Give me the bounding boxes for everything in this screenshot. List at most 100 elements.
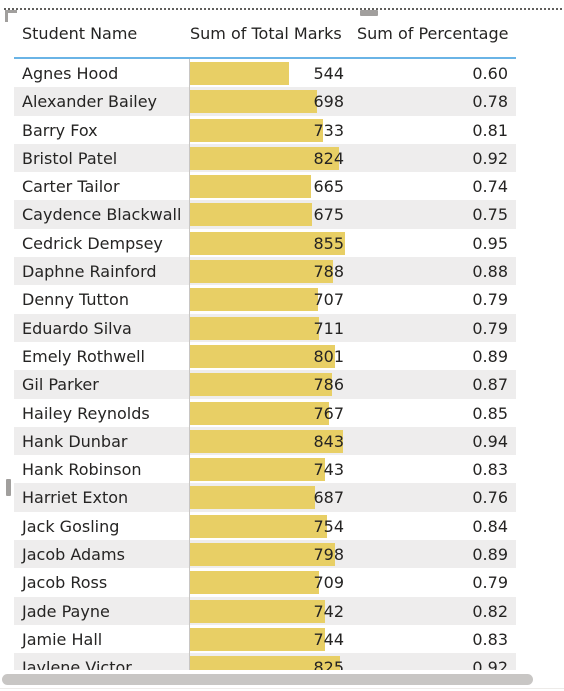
- total-marks-value: 665: [313, 177, 344, 197]
- table-row[interactable]: Daphne Rainford 788 0.88: [14, 257, 516, 286]
- data-bar: [190, 543, 335, 567]
- table-header: Student Name Sum of Total Marks Sum of P…: [14, 20, 516, 59]
- table-row[interactable]: Caydence Blackwall 675 0.75: [14, 200, 516, 229]
- data-bar: [190, 599, 325, 623]
- total-marks-cell: 843: [189, 426, 344, 456]
- total-marks-cell: 744: [189, 624, 344, 654]
- data-bar: [190, 401, 329, 425]
- percentage-cell: 0.74: [472, 177, 508, 197]
- visual-border: [4, 8, 562, 10]
- total-marks-cell: 743: [189, 455, 344, 484]
- total-marks-cell: 675: [189, 200, 344, 229]
- percentage-cell: 0.89: [472, 545, 508, 565]
- percentage-cell: 0.83: [472, 629, 508, 649]
- table: Student Name Sum of Total Marks Sum of P…: [14, 20, 516, 670]
- table-row[interactable]: Hailey Reynolds 767 0.85: [14, 398, 516, 427]
- total-marks-cell: 665: [189, 172, 344, 201]
- student-name-cell: Jamie Hall: [22, 629, 103, 649]
- percentage-cell: 0.89: [472, 346, 508, 366]
- table-row[interactable]: Carter Tailor 665 0.74: [14, 172, 516, 201]
- total-marks-cell: 788: [189, 257, 344, 286]
- table-row[interactable]: Emely Rothwell 801 0.89: [14, 341, 516, 371]
- total-marks-value: 754: [313, 516, 344, 536]
- total-marks-value: 707: [313, 290, 344, 310]
- column-header-total-marks[interactable]: Sum of Total Marks: [190, 24, 342, 43]
- student-name-cell: Hank Dunbar: [22, 431, 128, 451]
- table-row[interactable]: Hank Robinson 743 0.83: [14, 455, 516, 484]
- data-bar: [190, 316, 319, 340]
- data-bar: [190, 344, 335, 368]
- total-marks-cell: 742: [189, 596, 344, 625]
- student-name-cell: Gil Parker: [22, 375, 99, 395]
- total-marks-cell: 767: [189, 398, 344, 427]
- percentage-cell: 0.94: [472, 431, 508, 451]
- data-bar: [190, 231, 345, 255]
- resize-left-handle[interactable]: [6, 479, 11, 496]
- total-marks-value: 544: [313, 64, 344, 83]
- table-row[interactable]: Bristol Patel 824 0.92: [14, 143, 516, 173]
- table-row[interactable]: Hank Dunbar 843 0.94: [14, 426, 516, 456]
- total-marks-cell: 786: [189, 370, 344, 399]
- total-marks-value: 788: [313, 262, 344, 282]
- total-marks-value: 824: [313, 148, 344, 168]
- student-name-cell: Carter Tailor: [22, 177, 120, 197]
- total-marks-value: 744: [313, 629, 344, 649]
- percentage-cell: 0.88: [472, 262, 508, 282]
- table-row[interactable]: Jacob Adams 798 0.89: [14, 540, 516, 569]
- total-marks-cell: 855: [189, 228, 345, 258]
- percentage-cell: 0.92: [472, 658, 508, 670]
- total-marks-value: 798: [313, 545, 344, 565]
- student-name-cell: Barry Fox: [22, 120, 98, 140]
- total-marks-value: 801: [313, 346, 344, 366]
- horizontal-scrollbar[interactable]: [2, 674, 533, 685]
- data-bar: [190, 429, 343, 453]
- table-row[interactable]: Jacob Ross 709 0.79: [14, 568, 516, 597]
- total-marks-value: 786: [313, 375, 344, 395]
- student-name-cell: Cedrick Dempsey: [22, 233, 163, 253]
- table-body: Agnes Hood 544 0.60 Alexander Bailey 698 0.78…: [14, 59, 516, 670]
- data-bar: [190, 260, 333, 284]
- resize-top-handle[interactable]: [360, 10, 378, 16]
- data-bar: [190, 90, 317, 114]
- table-row[interactable]: Cedrick Dempsey 855 0.95: [14, 228, 516, 258]
- data-bar: [190, 288, 318, 312]
- total-marks-cell: 754: [189, 511, 344, 541]
- data-bar: [190, 373, 332, 397]
- table-row[interactable]: Gil Parker 786 0.87: [14, 370, 516, 399]
- total-marks-cell: 687: [189, 483, 344, 512]
- total-marks-value: 767: [313, 403, 344, 423]
- table-row[interactable]: Agnes Hood 544 0.60: [14, 59, 516, 88]
- table-row[interactable]: Denny Tutton 707 0.79: [14, 285, 516, 314]
- table-row[interactable]: Jaylene Victor 825 0.92: [14, 653, 516, 670]
- table-row[interactable]: Eduardo Silva 711 0.79: [14, 313, 516, 342]
- column-header-student-name[interactable]: Student Name: [22, 24, 138, 43]
- table-row[interactable]: Jade Payne 742 0.82: [14, 596, 516, 625]
- student-name-cell: Denny Tutton: [22, 290, 129, 310]
- total-marks-cell: 801: [189, 341, 344, 371]
- student-name-cell: Harriet Exton: [22, 488, 129, 508]
- data-bar: [190, 458, 325, 482]
- resize-corner-handle[interactable]: [5, 10, 17, 22]
- table-row[interactable]: Harriet Exton 687 0.76: [14, 483, 516, 512]
- column-header-percentage[interactable]: Sum of Percentage: [357, 24, 509, 43]
- table-row[interactable]: Barry Fox 733 0.81: [14, 115, 516, 144]
- table-row[interactable]: Jamie Hall 744 0.83: [14, 624, 516, 654]
- divider: [0, 688, 564, 689]
- data-bar: [190, 571, 319, 595]
- table-row[interactable]: Alexander Bailey 698 0.78: [14, 87, 516, 116]
- student-name-cell: Agnes Hood: [22, 64, 119, 83]
- total-marks-cell: 544: [189, 59, 344, 88]
- total-marks-cell: 709: [189, 568, 344, 597]
- data-bar: [190, 656, 340, 670]
- percentage-cell: 0.79: [472, 573, 508, 593]
- table-row[interactable]: Jack Gosling 754 0.84: [14, 511, 516, 541]
- total-marks-value: 843: [313, 431, 344, 451]
- data-bar: [190, 175, 311, 199]
- data-bar: [190, 146, 339, 170]
- percentage-cell: 0.92: [472, 148, 508, 168]
- student-name-cell: Caydence Blackwall: [22, 205, 182, 225]
- percentage-cell: 0.76: [472, 488, 508, 508]
- total-marks-value: 733: [313, 120, 344, 140]
- percentage-cell: 0.79: [472, 290, 508, 310]
